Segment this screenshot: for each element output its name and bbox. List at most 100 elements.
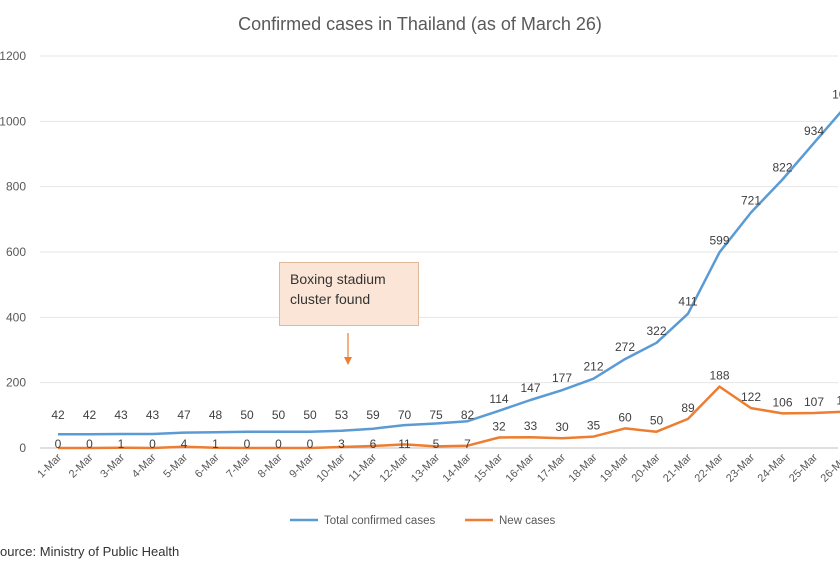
data-label-new: 0 [244, 437, 251, 451]
data-label-new: 89 [681, 401, 695, 415]
data-label-new: 0 [55, 437, 62, 451]
data-label-new: 1 [212, 437, 219, 451]
data-label-total: 212 [583, 360, 603, 374]
y-tick-label: 1200 [0, 49, 26, 63]
data-label-total: 59 [366, 408, 380, 422]
data-label-new: 32 [492, 420, 506, 434]
legend-label-new: New cases [499, 515, 555, 527]
y-tick-label: 0 [19, 441, 26, 455]
data-label-total: 42 [83, 408, 97, 422]
x-tick-label: 5-Mar [161, 451, 190, 480]
data-label-total: 177 [552, 371, 572, 385]
data-label-new: 111 [836, 394, 840, 408]
x-tick-label: 19-Mar [598, 451, 631, 484]
x-tick-label: 1-Mar [35, 451, 64, 480]
x-tick-label: 7-Mar [224, 451, 253, 480]
data-label-total: 50 [272, 408, 286, 422]
data-label-new: 33 [524, 419, 538, 433]
data-label-new: 0 [275, 437, 282, 451]
data-label-total: 322 [646, 324, 666, 338]
x-tick-label: 12-Mar [377, 451, 410, 484]
x-tick-label: 11-Mar [347, 451, 380, 484]
data-label-total: 70 [398, 408, 412, 422]
x-tick-label: 14-Mar [440, 451, 473, 484]
data-label-total: 50 [303, 408, 317, 422]
data-label-total: 934 [804, 124, 824, 138]
x-tick-label: 23-Mar [724, 451, 757, 484]
chart-title: Confirmed cases in Thailand (as of March… [238, 14, 602, 34]
legend-label-total: Total confirmed cases [324, 515, 435, 527]
x-tick-label: 9-Mar [287, 451, 316, 480]
y-tick-label: 1000 [0, 114, 26, 128]
y-tick-label: 800 [6, 180, 26, 194]
data-label-total: 822 [772, 160, 792, 174]
data-label-total: 75 [429, 408, 443, 422]
data-label-total: 43 [114, 408, 128, 422]
x-tick-label: 2-Mar [67, 451, 96, 480]
data-label-new: 0 [86, 437, 93, 451]
data-label-total: 48 [209, 408, 223, 422]
x-tick-label: 6-Mar [193, 451, 222, 480]
y-tick-label: 600 [6, 245, 26, 259]
data-label-total: 114 [489, 392, 508, 406]
x-axis: 1-Mar 2-Mar 3-Mar 4-Mar 5-Mar 6-Mar 7-Mar 8-Mar… [35, 451, 840, 484]
grid-layer [40, 55, 838, 449]
data-label-new: 1 [118, 437, 125, 451]
annotation-arrow-head [344, 357, 352, 365]
data-label-total: 147 [520, 381, 540, 395]
data-label-total: 50 [240, 408, 254, 422]
data-label-new: 4 [181, 437, 188, 451]
data-label-total: 42 [51, 408, 65, 422]
data-label-new: 11 [398, 437, 411, 451]
data-label-new: 35 [587, 419, 601, 433]
data-label-new: 7 [464, 437, 471, 451]
x-tick-label: 10-Mar [314, 451, 347, 484]
x-tick-label: 18-Mar [566, 451, 599, 484]
annotation-line-2: cluster found [290, 291, 371, 307]
data-label-new: 3 [338, 437, 345, 451]
data-label-total: 411 [678, 295, 697, 309]
data-label-new: 0 [307, 437, 314, 451]
data-label-new: 0 [149, 437, 156, 451]
annotation-box: Boxing stadium cluster found [279, 262, 419, 326]
x-tick-label: 8-Mar [256, 451, 285, 480]
x-tick-label: 20-Mar [629, 451, 662, 484]
data-label-new: 50 [650, 414, 664, 428]
x-tick-label: 15-Mar [472, 451, 505, 484]
x-tick-label: 13-Mar [409, 451, 442, 484]
data-label-new: 107 [804, 395, 824, 409]
x-tick-label: 4-Mar [130, 451, 159, 480]
data-labels: 42 42 43 43 47 48 50 50 50 53 59 70 75 82114147177212… [51, 88, 840, 451]
y-tick-label: 400 [6, 310, 26, 324]
data-label-new: 30 [555, 420, 569, 434]
data-label-new: 5 [433, 437, 440, 451]
x-tick-label: 25-Mar [787, 451, 820, 484]
source-note: ource: Ministry of Public Health [0, 544, 179, 559]
data-label-total: 82 [461, 408, 475, 422]
legend: Total confirmed cases New cases [290, 515, 555, 527]
x-tick-label: 22-Mar [692, 451, 725, 484]
data-label-total: 47 [177, 408, 191, 422]
data-label-new: 60 [618, 410, 632, 424]
data-label-new: 6 [370, 437, 377, 451]
y-tick-label: 200 [6, 376, 26, 390]
data-label-new: 188 [709, 369, 729, 383]
annotation-line-1: Boxing stadium [290, 271, 386, 287]
x-tick-label: 3-Mar [98, 451, 127, 480]
series-lines [58, 111, 840, 450]
x-tick-label: 21-Mar [661, 451, 694, 484]
x-tick-label: 16-Mar [503, 451, 536, 484]
data-label-new: 122 [741, 390, 761, 404]
annotation-arrow [344, 333, 352, 365]
data-label-total: 272 [615, 340, 635, 354]
y-axis: 0 200 400 600 800 1000 1200 [0, 49, 26, 455]
data-label-total: 43 [146, 408, 160, 422]
data-label-total: 53 [335, 408, 349, 422]
data-label-total: 721 [741, 193, 761, 207]
x-tick-label: 26-Mar [818, 451, 840, 484]
data-label-new: 106 [772, 395, 792, 409]
data-label-total: 599 [709, 233, 729, 247]
x-tick-label: 24-Mar [755, 451, 788, 484]
series-line-new [58, 385, 840, 450]
